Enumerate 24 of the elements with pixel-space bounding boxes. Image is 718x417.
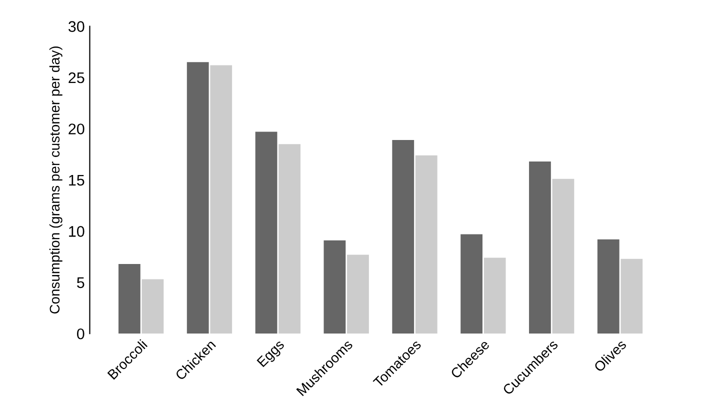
bar <box>210 65 232 334</box>
bar <box>347 254 369 334</box>
bar <box>118 264 140 334</box>
y-tick-label: 15 <box>69 174 84 186</box>
bar <box>392 140 414 334</box>
y-tick-label: 10 <box>69 226 84 237</box>
bar <box>142 279 164 334</box>
bar <box>186 62 209 334</box>
y-tick-label: 0 <box>76 328 84 340</box>
bar <box>278 144 300 334</box>
y-tick-label: 20 <box>68 124 84 134</box>
bar <box>620 258 643 334</box>
bar <box>529 161 551 334</box>
bar <box>324 240 346 334</box>
bar <box>597 239 620 334</box>
bar <box>255 132 278 334</box>
y-tick-label: 25 <box>68 72 84 84</box>
bar <box>552 178 574 334</box>
bar <box>460 234 482 334</box>
bar <box>415 155 438 334</box>
y-axis-title: Consumption (grams per customer per day) <box>49 46 62 314</box>
y-tick-label: 5 <box>77 277 84 288</box>
bar <box>484 258 506 334</box>
y-tick-label: 30 <box>68 21 84 32</box>
